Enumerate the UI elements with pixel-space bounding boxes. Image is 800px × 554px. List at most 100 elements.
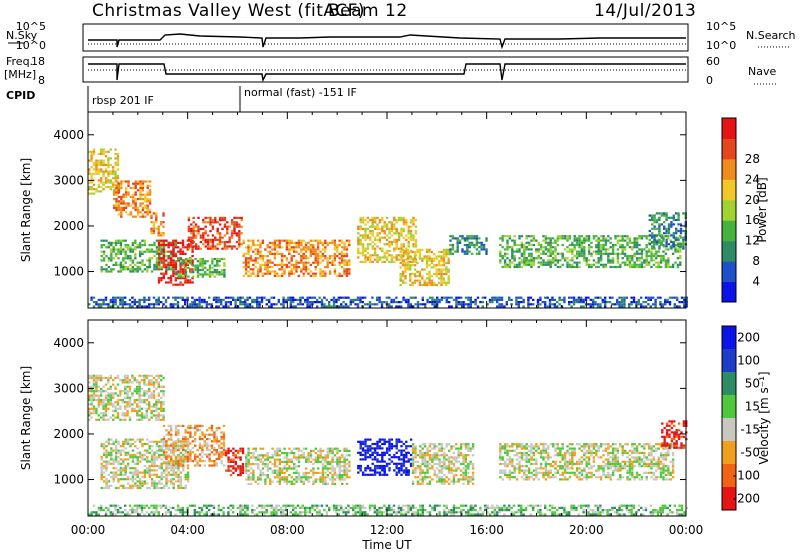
power-cell [88, 303, 91, 306]
power-cell [184, 279, 187, 282]
power-cell [685, 296, 688, 299]
power-cell [359, 296, 362, 299]
power-cell [498, 298, 501, 301]
power-cell [107, 150, 110, 153]
power-cell [402, 298, 405, 301]
power-cell [421, 257, 424, 260]
power-cell [631, 254, 634, 258]
power-cell [383, 252, 386, 255]
power-cell [138, 244, 142, 247]
power-cell [563, 301, 566, 304]
power-cell [290, 248, 293, 251]
power-cell [657, 265, 660, 269]
velocity-cell [165, 478, 168, 481]
power-cell [266, 250, 269, 253]
power-cell [194, 268, 197, 272]
power-cell [609, 265, 612, 269]
velocity-cell [189, 449, 192, 452]
power-cell [278, 263, 281, 266]
power-cell [333, 248, 337, 251]
power-cell [331, 263, 334, 266]
power-cell [679, 245, 683, 248]
power-cell [246, 298, 249, 301]
power-cell [373, 254, 377, 257]
velocity-cell [189, 427, 192, 430]
power-cell [122, 250, 125, 253]
power-cell [361, 252, 365, 255]
velocity-cell [189, 453, 192, 456]
velocity-cell [290, 467, 293, 470]
power-cell [182, 275, 185, 278]
power-cell [182, 264, 185, 267]
power-cell [100, 303, 103, 306]
power-cell [204, 230, 207, 233]
power-cell [182, 262, 185, 265]
power-cell [566, 263, 569, 266]
power-cell [390, 258, 394, 261]
velocity-cell [117, 480, 120, 483]
power-cell [242, 239, 245, 242]
power-cell [216, 262, 219, 265]
power-cell [653, 240, 656, 244]
power-cell [390, 243, 394, 246]
velocity-cell [131, 458, 135, 461]
velocity-cell [138, 438, 142, 441]
power-cell [104, 168, 108, 171]
velocity-cell [97, 405, 100, 408]
power-cell [92, 163, 96, 167]
power-cell [380, 305, 384, 308]
power-cell [134, 263, 137, 266]
power-cell [191, 305, 194, 308]
power-cell [288, 239, 291, 242]
power-cell [668, 303, 672, 306]
power-cell [640, 263, 644, 266]
power-cell [530, 263, 533, 266]
velocity-cell [247, 469, 250, 472]
power-cell [653, 218, 656, 222]
velocity-cell [97, 390, 100, 393]
velocity-cell [179, 482, 183, 485]
power-cell [139, 187, 142, 190]
power-cell [575, 261, 579, 264]
power-cell [578, 250, 581, 253]
power-cell [445, 281, 448, 284]
power-cell [240, 216, 243, 219]
power-cell [359, 216, 362, 219]
power-cell [532, 237, 536, 240]
power-cell [668, 296, 672, 299]
power-cell [676, 241, 680, 244]
power-cell [136, 244, 139, 247]
power-cell [682, 238, 685, 241]
power-cell [261, 241, 265, 244]
velocity-cell [264, 474, 267, 477]
power-cell [148, 244, 151, 247]
power-cell [645, 261, 648, 264]
velocity-cell [160, 445, 163, 448]
power-cell [288, 272, 291, 275]
power-cell [635, 265, 639, 269]
power-cell [359, 225, 362, 228]
power-cell [414, 238, 418, 241]
power-cell [623, 303, 626, 306]
velocity-cell [116, 416, 120, 419]
power-cell [202, 221, 205, 224]
power-cell [117, 184, 121, 187]
power-cell [378, 236, 382, 239]
velocity-cell [155, 442, 159, 446]
power-cell [174, 263, 177, 266]
velocity-cell [278, 463, 281, 466]
power-cell [131, 241, 135, 244]
power-cell [184, 281, 187, 284]
power-cell [660, 212, 663, 215]
velocity-cell [227, 449, 230, 452]
power-cell [122, 206, 125, 209]
power-cell [109, 188, 112, 191]
velocity-cell [105, 445, 108, 448]
power-cell [616, 301, 619, 304]
power-cell [674, 250, 677, 253]
velocity-cell [194, 427, 197, 430]
velocity-cell [257, 476, 260, 479]
power-cell [447, 275, 450, 278]
velocity-cell [208, 453, 211, 456]
power-cell [488, 301, 492, 304]
